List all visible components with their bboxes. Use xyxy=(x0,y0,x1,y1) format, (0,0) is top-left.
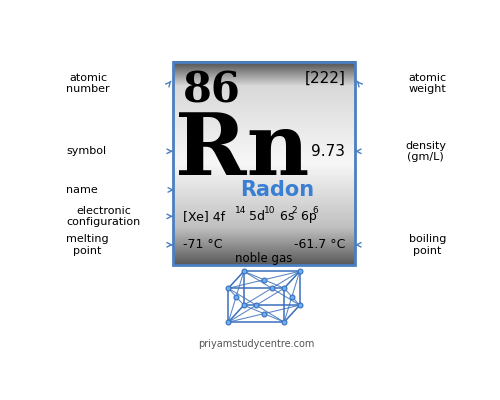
Text: priyamstudycentre.com: priyamstudycentre.com xyxy=(198,339,314,349)
Text: name: name xyxy=(66,185,98,195)
Text: 86: 86 xyxy=(182,70,240,112)
Text: 10: 10 xyxy=(264,206,276,215)
Text: [222]: [222] xyxy=(304,71,346,86)
Text: electronic
configuration: electronic configuration xyxy=(66,206,140,227)
Text: -61.7 °C: -61.7 °C xyxy=(294,238,346,251)
Text: 9.73: 9.73 xyxy=(312,144,346,159)
Text: atomic
weight: atomic weight xyxy=(408,73,446,94)
Text: 6: 6 xyxy=(312,206,318,215)
Text: noble gas: noble gas xyxy=(236,252,292,264)
Text: symbol: symbol xyxy=(66,146,106,156)
Text: 2: 2 xyxy=(291,206,297,215)
Text: 14: 14 xyxy=(235,206,246,215)
Text: Rn: Rn xyxy=(175,109,310,193)
Text: density
(gm/L): density (gm/L) xyxy=(405,140,446,162)
Text: [Xe] 4f: [Xe] 4f xyxy=(182,210,225,223)
Text: boiling
point: boiling point xyxy=(409,234,446,256)
Text: Radon: Radon xyxy=(240,180,314,200)
Text: atomic
number: atomic number xyxy=(66,73,110,94)
Text: 5d: 5d xyxy=(244,210,264,223)
Text: 6p: 6p xyxy=(297,210,316,223)
Text: melting
point: melting point xyxy=(66,234,109,256)
Text: -71 °C: -71 °C xyxy=(182,238,222,251)
Text: 6s: 6s xyxy=(276,210,294,223)
